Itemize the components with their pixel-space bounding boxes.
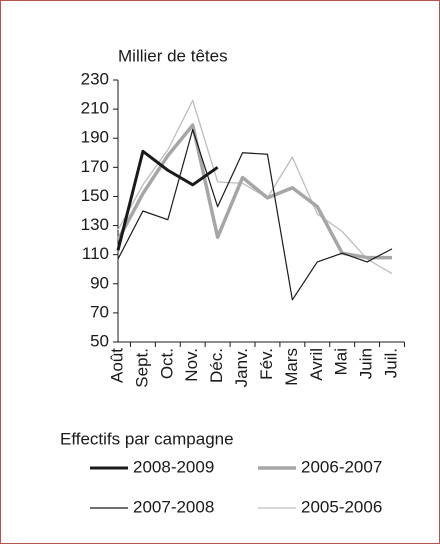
x-tick-label: Août [107,348,126,383]
y-tick-label: 210 [81,99,109,118]
x-tick-label: Janv. [232,348,251,387]
x-tick-label: Avril [307,348,326,381]
y-tick-label: 90 [90,273,109,292]
series-line [116,123,392,260]
x-tick-label: Fév. [257,348,276,380]
series-line [116,149,219,251]
series-line [117,128,393,301]
y-tick-label: 170 [81,157,109,176]
legend-label: 2006-2007 [301,457,382,476]
y-tick-label: 190 [81,128,109,147]
legend-label: 2007-2008 [133,497,214,516]
y-tick-label: 70 [90,302,109,321]
x-tick-label: Oct. [157,348,176,379]
y-tick-label: 230 [81,69,109,88]
x-tick-label: Juin [357,348,376,379]
y-tick-label: 50 [90,331,109,350]
x-tick-label: Mai [332,348,351,375]
x-tick-label: Déc. [207,348,226,383]
y-tick-label: 130 [81,215,109,234]
legend-title: Effectifs par campagne [60,429,234,448]
y-tick-label: 150 [81,186,109,205]
y-tick-label: 110 [82,244,109,263]
x-tick-label: Mars [282,348,301,386]
y-axis-label: Millier de têtes [118,46,228,65]
x-tick-label: Sept. [132,348,151,388]
legend-label: 2008-2009 [133,457,214,476]
legend-label: 2005-2006 [301,497,382,516]
series-line [117,99,393,275]
x-tick-label: Nov. [182,348,201,382]
x-tick-label: Juil. [381,348,400,378]
